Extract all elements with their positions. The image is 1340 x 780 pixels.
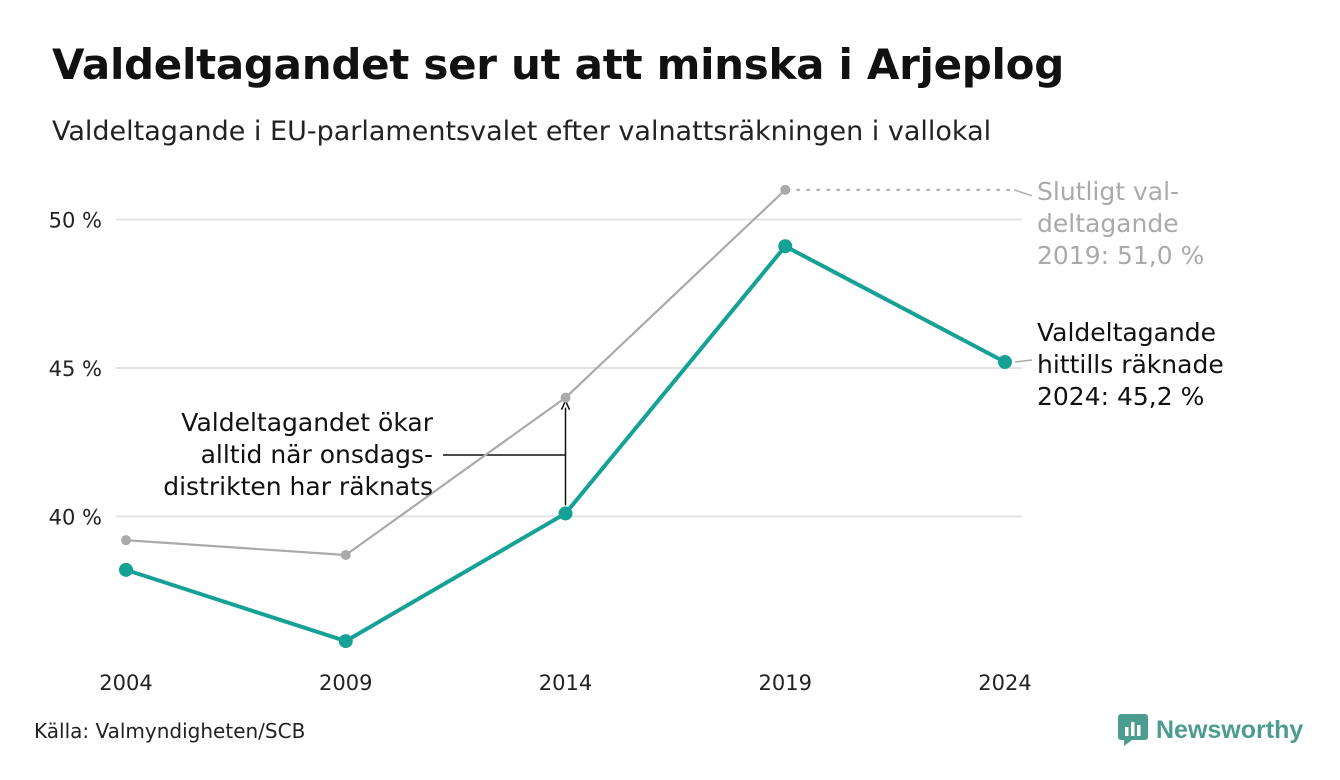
point-final-2004: [121, 535, 131, 546]
point-election-night-2014: [558, 506, 573, 521]
annotation-line: deltagande: [1037, 209, 1179, 238]
x-tick-label-2019: 2019: [759, 671, 812, 695]
brand-name: Newsworthy: [1156, 715, 1304, 744]
annotation-guides: [443, 188, 1033, 506]
x-tick-label-2009: 2009: [319, 671, 372, 695]
point-election-night-2019: [778, 239, 793, 254]
y-tick-label-50: 50 %: [49, 209, 102, 233]
annotation-line: 2024: 45,2 %: [1037, 382, 1204, 411]
brand-link[interactable]: Newsworthy: [1118, 713, 1303, 747]
point-final-2014: [560, 392, 571, 403]
annotation-line: 2019: 51,0 %: [1037, 241, 1204, 270]
annotation-line: alltid när onsdags-: [201, 440, 433, 469]
point-election-night-2024: [998, 355, 1012, 370]
point-election-night-2004: [119, 562, 133, 577]
source-note: Källa: Valmyndigheten/SCB: [34, 719, 306, 743]
annotation-line: distrikten har räknats: [163, 472, 433, 501]
annotation-line: Slutligt val-: [1037, 177, 1179, 206]
y-tick-label-45: 45 %: [49, 357, 102, 381]
x-axis-ticks: 2004 2009 2014 2019 2024: [99, 671, 1031, 695]
x-tick-label-2014: 2014: [539, 671, 592, 695]
chart-subtitle: Valdeltagande i EU-parlamentsvalet efter…: [52, 116, 992, 147]
point-final-2009: [340, 550, 351, 560]
annotations: Slutligt val-deltagande 2019: 51,0 % Valde…: [163, 177, 1223, 501]
point-election-night-2009: [338, 634, 353, 649]
x-tick-label-2024: 2024: [978, 671, 1031, 695]
chart-title: Valdeltagandet ser ut att minska i Arjep…: [52, 40, 1064, 89]
annotation-final-2019: Slutligt val-deltagande 2019: 51,0 %: [1037, 177, 1204, 270]
leader-counted-2024: [1014, 359, 1033, 363]
x-tick-label-2004: 2004: [99, 671, 152, 695]
annotation-line: Valdeltagandet ökar: [181, 408, 433, 437]
leader-final-2019-tail: [1013, 189, 1033, 197]
series-group: [119, 184, 1012, 649]
annotation-line: hittills räknade: [1037, 350, 1224, 379]
annotation-counted-2024: Valdeltagande hittills räknade 2024: 45,2 …: [1037, 318, 1224, 411]
newsworthy-logo-icon: [1118, 714, 1148, 746]
annotation-line: Valdeltagande: [1037, 318, 1216, 347]
y-axis-ticks: 40 % 45 % 50 %: [49, 209, 102, 530]
y-tick-label-40: 40 %: [49, 505, 102, 529]
series-line-final: [125, 189, 787, 557]
annotation-wednesday-districts: Valdeltagandet ökar alltid när onsdags-di…: [163, 408, 433, 501]
point-final-2019: [780, 184, 791, 195]
